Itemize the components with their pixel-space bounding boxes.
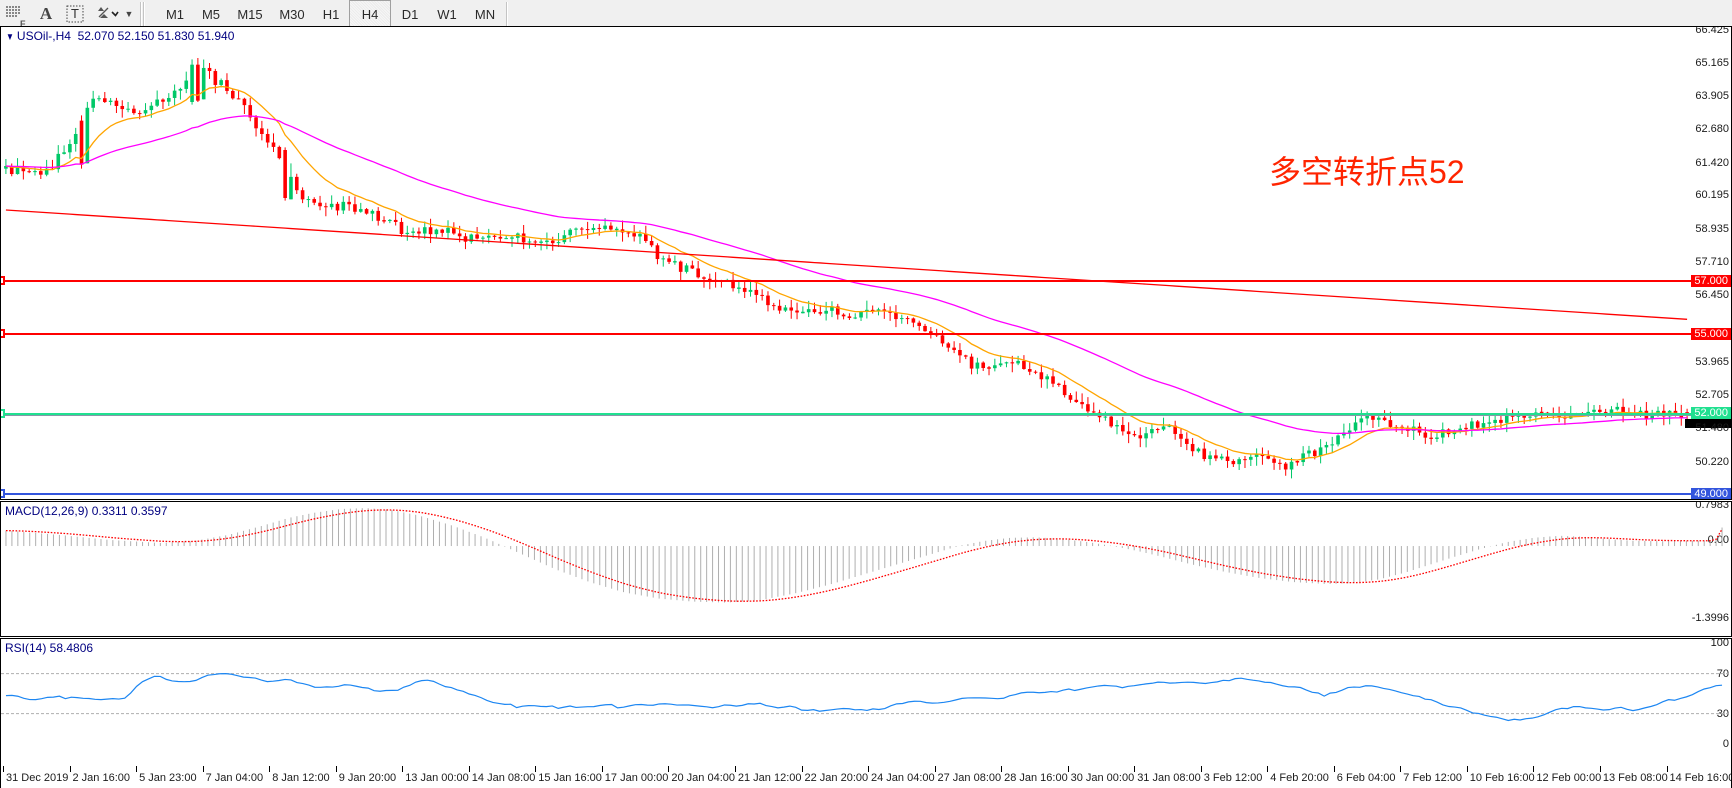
svg-text:T: T (71, 6, 79, 21)
